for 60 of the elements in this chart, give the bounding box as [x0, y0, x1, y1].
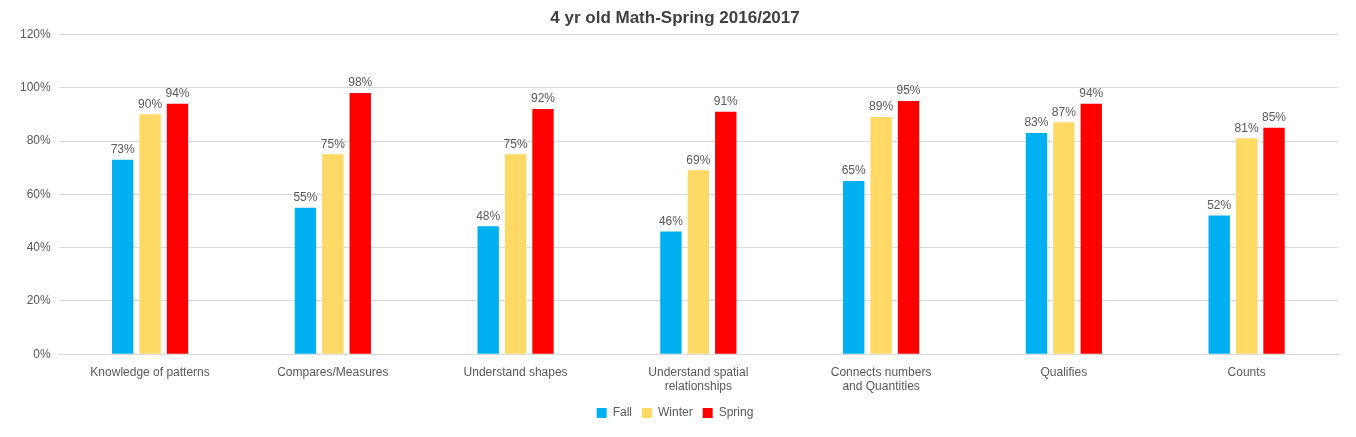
- bar: [111, 159, 134, 354]
- data-label: 73%: [110, 141, 135, 156]
- bar: [1263, 127, 1285, 354]
- bar: [532, 109, 554, 354]
- data-label: 48%: [476, 208, 501, 223]
- data-label: 89%: [869, 99, 894, 114]
- data-label: 95%: [896, 83, 921, 98]
- data-label: 92%: [530, 91, 556, 106]
- x-tick-label: Qualifies: [1040, 364, 1088, 379]
- x-tick-label: Counts: [1227, 364, 1266, 379]
- y-tick-label: 80%: [26, 133, 52, 148]
- bar: [477, 226, 499, 354]
- legend-label: Spring: [718, 405, 754, 420]
- bar: [870, 117, 892, 354]
- x-tick-label: Understand spatial relationships: [648, 364, 749, 394]
- y-tick-label: 40%: [26, 239, 52, 254]
- data-label: 98%: [348, 75, 373, 90]
- x-tick-label: Connects numbers and Quantities: [830, 364, 932, 394]
- bar: [294, 207, 317, 354]
- chart-title: 4 yr old Math-Spring 2016/2017: [550, 7, 800, 27]
- data-label: 55%: [293, 189, 318, 204]
- bar: [504, 154, 527, 354]
- bar: [687, 170, 710, 354]
- data-label: 65%: [841, 163, 867, 178]
- data-label: 94%: [1079, 86, 1104, 100]
- bar: [1025, 133, 1048, 354]
- data-label: 90%: [138, 96, 163, 111]
- bar: [139, 114, 161, 354]
- data-label: 75%: [503, 136, 528, 151]
- bar: [843, 180, 865, 354]
- y-tick-label: 0%: [33, 346, 52, 361]
- data-label: 69%: [686, 152, 711, 167]
- data-label: 81%: [1234, 120, 1259, 135]
- bar: [1053, 122, 1075, 354]
- data-label: 85%: [1262, 109, 1287, 124]
- y-tick-label: 100%: [19, 80, 52, 95]
- legend-label: Fall: [612, 405, 632, 420]
- x-tick-label: Compares/Measures: [277, 364, 389, 379]
- data-label: 46%: [658, 213, 684, 228]
- data-label: 75%: [320, 136, 346, 151]
- bar: [1235, 138, 1258, 354]
- bar: [322, 154, 344, 354]
- data-label: 83%: [1024, 115, 1049, 130]
- y-tick-label: 120%: [19, 26, 52, 41]
- data-label: 91%: [713, 94, 739, 108]
- y-tick-label: 20%: [26, 293, 52, 308]
- bar: [349, 93, 371, 354]
- data-label: 52%: [1207, 197, 1232, 212]
- data-label: 87%: [1051, 104, 1077, 119]
- bar: [166, 103, 189, 354]
- x-tick-label: Understand shapes: [463, 364, 568, 379]
- bar: [897, 101, 920, 354]
- bar: [660, 231, 682, 354]
- x-tick-label: Knowledge of patterns: [90, 364, 210, 379]
- bar: [715, 111, 737, 354]
- data-label: 94%: [165, 86, 190, 100]
- bar: [1208, 215, 1230, 354]
- bar: [1080, 103, 1102, 354]
- y-tick-label: 60%: [26, 186, 52, 201]
- legend-label: Winter: [657, 405, 693, 420]
